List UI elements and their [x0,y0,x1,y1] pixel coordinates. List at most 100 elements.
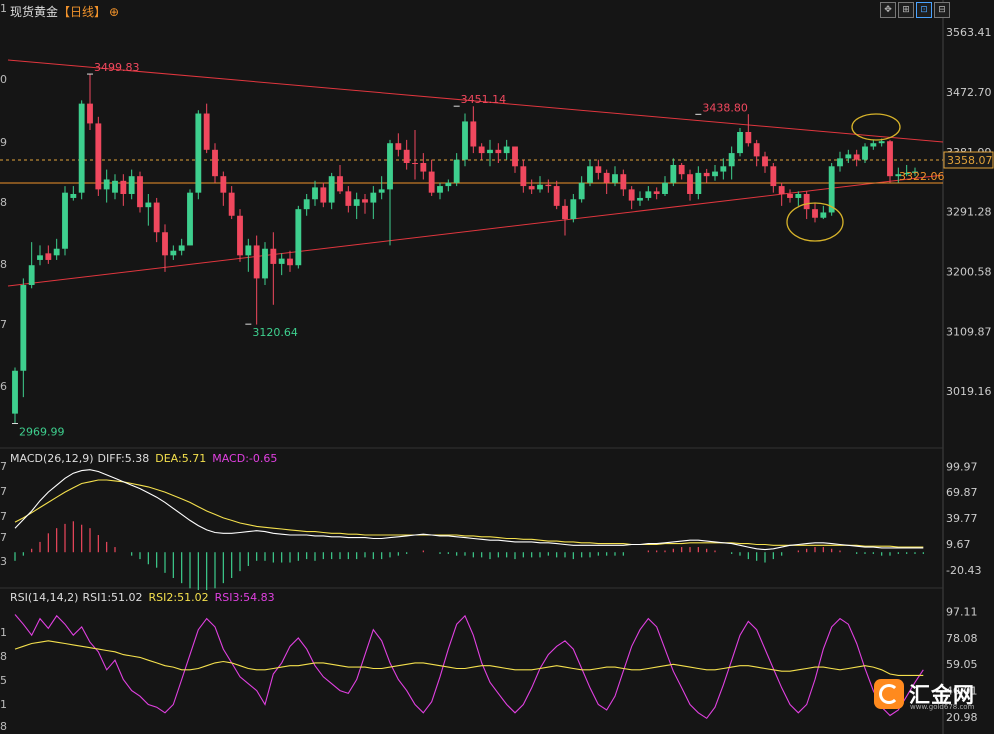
candle [695,166,702,200]
macd-tick-label: 9.67 [946,538,971,551]
candle [587,159,593,187]
candle [537,176,543,193]
candles [12,73,918,424]
window-icon[interactable]: ⊡ [916,2,932,18]
candle-body [353,199,360,206]
candle-body [520,166,527,187]
left-tick-label: 8 [0,258,7,271]
candle-body [378,189,385,193]
candle-body [120,180,127,194]
candle [912,167,918,177]
rsi-tick-label: 59.05 [946,658,978,671]
price-tick-label: 3019.16 [946,385,992,398]
candle [778,182,785,206]
candle-body [553,186,560,206]
candle [103,169,110,203]
candle [112,174,118,200]
candle-body [162,232,168,256]
ellipse-highlights [786,113,901,242]
candle [270,232,277,305]
candle-body [887,141,893,177]
rsi-tick-label: 20.98 [946,711,978,724]
logo-icon [874,679,904,709]
candle [612,166,618,187]
macd-pane [14,469,924,591]
candle [37,245,43,266]
candle-body [862,146,868,160]
candle [395,133,402,157]
macd-tick-label: -20.43 [946,564,981,577]
price-tick-label: 3109.87 [946,325,992,338]
candle-body [595,166,602,173]
candle [670,158,677,187]
candle-body [770,166,777,187]
candle [712,164,718,181]
candle-body [845,154,852,159]
move-icon[interactable]: ✥ [880,2,896,18]
candle-body [445,182,452,187]
candle [345,186,352,213]
price-annotation: 3499.83 [94,61,140,74]
candle [370,186,377,220]
candle-body [895,174,902,177]
candle-body [470,121,477,147]
candle-body [337,176,343,192]
price-tick-label: 3200.58 [946,265,992,278]
left-tick-label: 1 [0,626,7,639]
candle-body [403,149,410,163]
price-tick-label: 3563.41 [946,26,992,39]
price-annotation: 2969.99 [19,426,65,439]
candle [78,100,85,200]
candle-body [37,255,43,260]
price-annotation: 3451.14 [461,93,507,106]
candle [195,110,202,200]
left-tick-label: 3 [0,555,7,568]
candle [795,191,802,206]
candle [162,224,168,272]
candle [387,139,393,246]
watermark-logo: 汇金网 [874,674,982,714]
rsi3-line [14,614,924,720]
candle-body [912,171,918,173]
candle [512,146,518,173]
candle [845,149,852,163]
highlight-ellipse-bottom [786,202,844,242]
candle [803,191,810,220]
candle-body [270,248,277,264]
candle [412,130,418,180]
candle [462,113,468,167]
candle-body [328,176,335,203]
price-annotation: 3120.64 [252,326,297,339]
candle [737,128,743,157]
candle-body [620,174,627,190]
candle [378,176,385,200]
candle-body [778,186,785,194]
candle-body [820,212,827,218]
minimize-icon[interactable]: ⊟ [934,2,950,18]
candle-body [95,123,102,190]
candle-body [12,370,18,414]
candle [53,238,60,260]
candle-body [153,202,160,233]
candle [662,176,668,196]
candle [703,168,710,183]
candle [178,238,185,256]
candle-body [678,164,685,175]
candle-body [903,172,910,175]
candle-body [545,184,552,187]
candle-body [587,166,593,183]
trend-lines [0,59,944,287]
candle-body [420,162,427,172]
candle-body [428,171,435,193]
candle-body [437,186,443,193]
candle-body [62,192,68,249]
candle [137,171,143,213]
candle-body [878,141,885,144]
candle-body [145,202,152,208]
grid-icon[interactable]: ⊞ [898,2,914,18]
candle [570,193,577,223]
left-tick-label: 0 [0,73,7,86]
